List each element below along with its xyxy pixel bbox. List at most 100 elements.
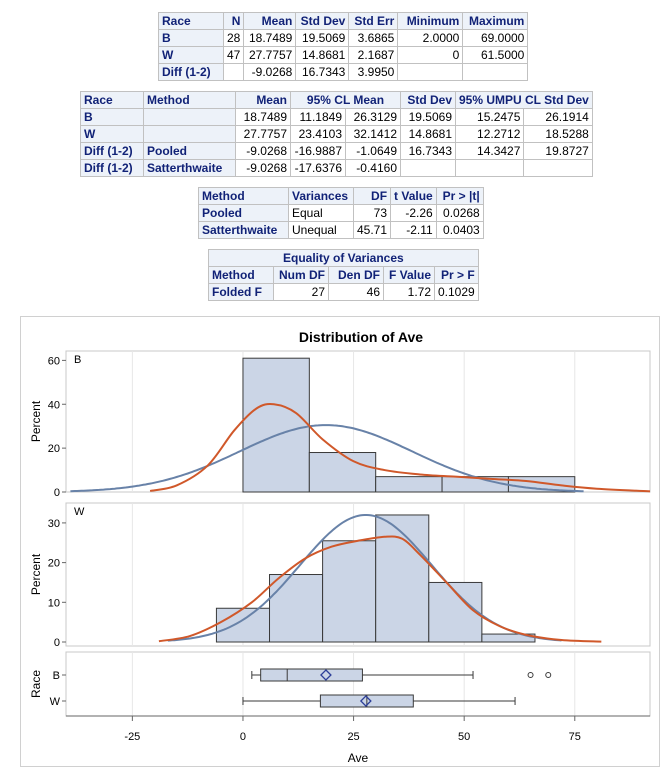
boxplot-y-axis-label: Race <box>29 670 43 698</box>
kernel-density-curve <box>149 403 651 493</box>
cell: 26.3129 <box>345 108 401 126</box>
x-tick-label: 50 <box>458 731 470 743</box>
cell: 0.0268 <box>435 204 484 222</box>
x-axis-label: Ave <box>348 751 369 765</box>
mean-marker <box>359 695 372 707</box>
cell: 15.2475 <box>454 108 525 126</box>
cell: 19.5069 <box>400 108 456 126</box>
distribution-figure: Distribution of Ave 0 20 40 60 Percent B 0 10 20 3… <box>20 316 660 767</box>
cell <box>523 159 593 177</box>
row-method <box>143 108 236 126</box>
histogram-bar <box>375 476 443 493</box>
cell: 14.8681 <box>295 46 350 64</box>
cell: 11.1849 <box>290 108 346 126</box>
panel-label-B: B <box>74 354 81 366</box>
ttest-table: Method Variances DF t Value Pr > |t| Poo… <box>198 187 484 239</box>
y-axis-label: Percent <box>29 400 43 442</box>
table-row: B 18.7489 11.1849 26.3129 19.5069 15.247… <box>80 108 593 126</box>
y-tick-label: 20 <box>48 558 60 570</box>
header-f-value: F Value <box>383 266 435 284</box>
header-den-df: Den DF <box>328 266 384 284</box>
row-method <box>143 125 236 143</box>
header-method: Method <box>198 187 289 205</box>
cell: Equal <box>288 204 354 222</box>
cell: -16.9887 <box>290 142 346 160</box>
histogram-bar <box>242 357 310 493</box>
stats-table: Race N Mean Std Dev Std Err Minimum Maxi… <box>158 12 529 81</box>
row-label: Diff (1-2) <box>158 63 224 81</box>
cell: 19.8727 <box>523 142 593 160</box>
cell <box>222 63 245 81</box>
x-tick-label: 75 <box>569 731 581 743</box>
header-t-value: t Value <box>390 187 437 205</box>
row-label: Diff (1-2) <box>80 159 144 177</box>
header-race: Race <box>80 91 144 109</box>
cell <box>462 63 529 81</box>
row-label: B <box>158 29 224 47</box>
variance-table: Equality of Variances Method Num DF Den … <box>208 249 479 301</box>
variance-table-header: Method Num DF Den DF F Value Pr > F <box>208 266 479 284</box>
cell: -2.26 <box>390 204 437 222</box>
cell: 3.6865 <box>348 29 399 47</box>
x-tick-label: 25 <box>347 731 359 743</box>
cell: 1.72 <box>383 283 435 301</box>
header-method: Method <box>208 266 274 284</box>
cell: 73 <box>352 204 392 222</box>
ttest-table-header: Method Variances DF t Value Pr > |t| <box>198 187 484 205</box>
cell: 12.2712 <box>454 125 525 143</box>
header-df: DF <box>352 187 392 205</box>
y-tick-label: 10 <box>48 597 60 609</box>
row-label: W <box>158 46 224 64</box>
y-tick-label: 60 <box>48 355 60 367</box>
cell <box>400 159 456 177</box>
y-tick-label: 20 <box>48 443 60 455</box>
header-std-dev: Std Dev <box>400 91 456 109</box>
row-method: Pooled <box>143 142 236 160</box>
x-tick-label: 0 <box>240 731 246 743</box>
cell: 61.5000 <box>462 46 529 64</box>
cell: 18.7489 <box>243 29 297 47</box>
cell: 47 <box>222 46 245 64</box>
cell: 26.1914 <box>523 108 593 126</box>
header-cl-std-dev: 95% UMPU CL Std Dev <box>455 91 593 109</box>
cell: 3.9950 <box>348 63 399 81</box>
cell: 46 <box>328 283 384 301</box>
cell: -9.0268 <box>235 142 291 160</box>
row-label: W <box>80 125 144 143</box>
header-n: N <box>222 12 245 30</box>
cell: 18.7489 <box>235 108 291 126</box>
histogram-bar <box>308 452 377 493</box>
boxplot-group-label: W <box>50 696 61 708</box>
header-minimum: Minimum <box>397 12 464 30</box>
stats-table-header: Race N Mean Std Dev Std Err Minimum Maxi… <box>158 12 529 30</box>
table-row: Folded F 27 46 1.72 0.1029 <box>208 283 479 301</box>
box <box>260 668 363 682</box>
cell: 27.7757 <box>243 46 297 64</box>
cell: 27.7757 <box>235 125 291 143</box>
cell: -1.0649 <box>345 142 401 160</box>
table-row: Diff (1-2) Satterthwaite -9.0268 -17.637… <box>80 159 593 177</box>
header-maximum: Maximum <box>462 12 529 30</box>
header-std-dev: Std Dev <box>295 12 350 30</box>
cell: 0 <box>397 46 464 64</box>
ci-table-header: Race Method Mean 95% CL Mean Std Dev 95%… <box>80 91 593 109</box>
header-num-df: Num DF <box>273 266 329 284</box>
row-label: Folded F <box>208 283 274 301</box>
cell: -0.4160 <box>345 159 401 177</box>
table-row: W 47 27.7757 14.8681 2.1687 0 61.5000 <box>158 46 529 64</box>
y-axis-label: Percent <box>29 553 43 595</box>
header-pr-f: Pr > F <box>434 266 479 284</box>
y-tick-label: 30 <box>48 518 60 530</box>
cell: 23.4103 <box>290 125 346 143</box>
cell: 2.1687 <box>348 46 399 64</box>
table-row: B 28 18.7489 19.5069 3.6865 2.0000 69.00… <box>158 29 529 47</box>
cell: -9.0268 <box>243 63 297 81</box>
cell: 18.5288 <box>523 125 593 143</box>
normal-density-curve <box>70 424 584 493</box>
outlier-point <box>545 672 552 678</box>
chart-title: Distribution of Ave <box>299 329 423 345</box>
table-row: Diff (1-2) Pooled -9.0268 -16.9887 -1.06… <box>80 142 593 160</box>
table-row: Diff (1-2) -9.0268 16.7343 3.9950 <box>158 63 529 81</box>
histogram-bar <box>322 540 377 643</box>
cell: 0.0403 <box>435 221 484 239</box>
